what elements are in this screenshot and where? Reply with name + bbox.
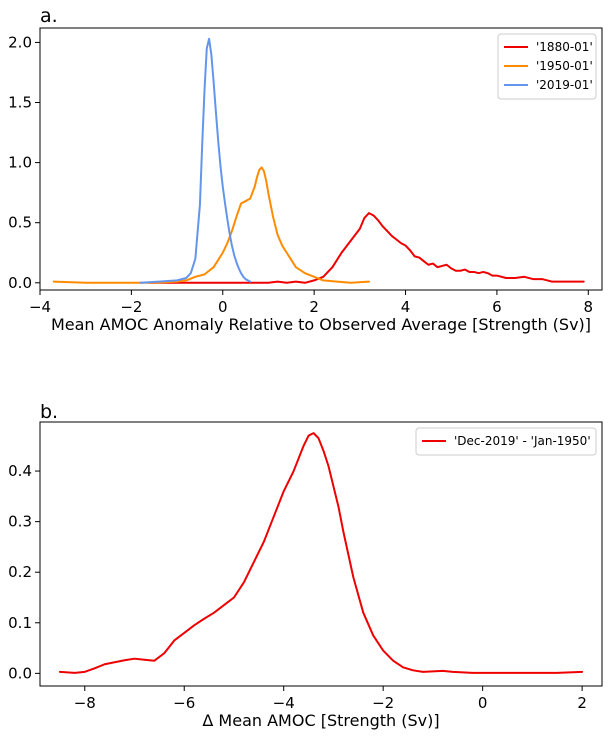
panel-a: a. −4 −2 0 2 4 6 8 0.0 0.5 1.0 1.5 2.0 Mean AMOC A… [8,5,603,334]
panel-b-x-tick-label: −2 [372,694,394,712]
panel-a-legend-label: '1880-01' [536,40,593,54]
panel-a-series-line-1 [52,166,370,284]
panel-a-legend-label: '2019-01' [536,78,593,92]
panel-a-x-axis-label: Mean AMOC Anomaly Relative to Observed A… [51,315,591,334]
panel-b-y-tick-label: 0.2 [8,563,32,581]
panel-b-y-axis: 0.0 0.1 0.2 0.3 0.4 [8,462,40,682]
panel-a-lines [52,37,585,284]
panel-a-x-tick-label: −4 [29,298,51,316]
panel-a-frame [39,27,603,291]
panel-a-y-tick-label: 1.0 [8,154,32,172]
panel-a-x-tick-label: 2 [309,298,319,316]
panel-b-y-tick-label: 0.1 [8,614,32,632]
panel-a-legend-label: '1950-01' [536,59,593,73]
panel-b-x-tick-label: 0 [478,694,488,712]
panel-a-x-tick-label: 6 [492,298,502,316]
panel-a-y-tick-label: 0.0 [8,274,32,292]
panel-b-legend: 'Dec-2019' - 'Jan-1950' [415,427,597,456]
panel-b-y-tick-label: 0.4 [8,462,32,480]
panel-a-x-tick-label: 0 [218,298,228,316]
panel-b-x-tick-label: −6 [173,694,195,712]
panel-a-series-line-2 [139,37,252,284]
panel-b-x-tick-label: 2 [577,694,587,712]
panel-b-y-tick-label: 0.3 [8,513,32,531]
panel-b-x-tick-label: −8 [74,694,96,712]
panel-b: b. −8 −6 −4 −2 0 2 0.0 0.1 0.2 0.3 0.4 Δ Mean AMO… [8,401,603,730]
panel-b-x-axis: −8 −6 −4 −2 0 2 [74,686,587,712]
panel-b-lines [58,432,584,674]
panel-a-y-tick-label: 2.0 [8,33,32,51]
panel-b-x-axis-label: Δ Mean AMOC [Strength (Sv)] [202,711,439,730]
panel-a-series-line-0 [148,212,585,284]
panel-b-y-tick-label: 0.0 [8,664,32,682]
panel-a-x-axis: −4 −2 0 2 4 6 8 [29,290,593,316]
panel-a-x-tick-label: 8 [584,298,594,316]
panel-b-x-tick-label: −4 [273,694,295,712]
panel-a-y-tick-label: 1.5 [8,94,32,112]
panel-a-y-axis: 0.0 0.5 1.0 1.5 2.0 [8,33,40,292]
panel-b-label: b. [40,401,58,423]
panel-a-y-tick-label: 0.5 [8,214,32,232]
panel-a-legend-box [497,33,597,100]
panel-b-legend-label: 'Dec-2019' - 'Jan-1950' [454,434,591,448]
panel-b-series-line-0 [58,432,584,674]
panel-a-x-tick-label: −2 [120,298,142,316]
panel-a-legend: '1880-01' '1950-01' '2019-01' [497,33,597,100]
panel-a-x-tick-label: 4 [401,298,411,316]
panel-a-label: a. [40,5,58,27]
panel-b-frame [39,421,603,687]
panel-b-legend-box [415,427,597,456]
